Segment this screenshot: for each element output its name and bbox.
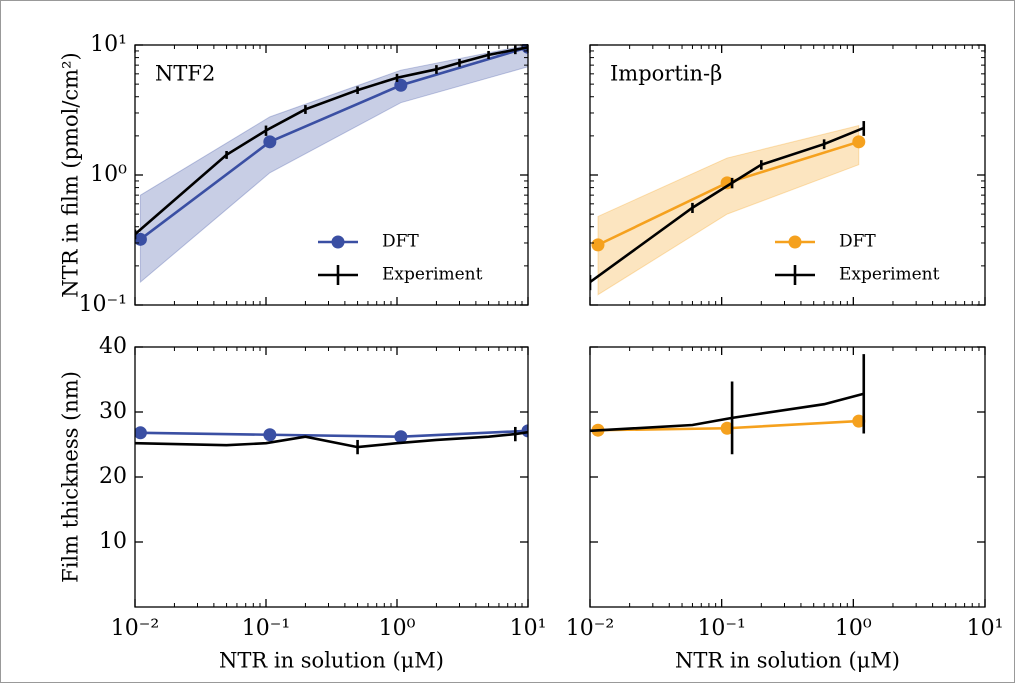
series-line	[139, 46, 528, 241]
x-tick-label: 10⁻¹	[242, 616, 290, 641]
panel-title: NTF2	[155, 62, 215, 86]
marker	[394, 430, 408, 444]
x-tick-label: 10¹	[967, 616, 1004, 641]
axes-frame	[589, 346, 986, 608]
y-tick-label: 10⁻¹	[79, 292, 127, 317]
plot-area	[590, 354, 866, 455]
plot-area	[135, 424, 528, 455]
legend-marker	[331, 235, 345, 249]
axes-frame	[589, 44, 986, 306]
y-axis-label: Film thickness (nm)	[59, 371, 83, 583]
legend-label: Experiment	[839, 265, 940, 285]
series-line	[590, 126, 865, 284]
legend-label: Experiment	[382, 265, 483, 285]
series-line	[135, 430, 528, 449]
legend-label: DFT	[382, 232, 419, 252]
band	[597, 124, 860, 296]
x-tick-label: 10⁻²	[566, 616, 614, 641]
x-axis-label: NTR in solution (μM)	[219, 649, 444, 673]
y-tick-label: 10	[99, 529, 127, 554]
panel-title: Importin-β	[610, 62, 722, 86]
plot-area	[590, 121, 866, 296]
marker	[852, 135, 866, 149]
y-tick-label: 40	[99, 334, 127, 359]
y-tick-label: 10¹	[90, 32, 127, 57]
marker	[720, 176, 734, 190]
marker	[394, 78, 408, 92]
series-line	[140, 429, 528, 439]
marker	[135, 426, 147, 440]
marker	[852, 414, 866, 428]
x-tick-label: 10⁻²	[111, 616, 159, 641]
y-axis-label: NTR in film (pmol/cm²)	[59, 52, 83, 297]
legend-label: DFT	[839, 232, 876, 252]
legend-marker	[788, 235, 802, 249]
x-tick-label: 10⁰	[835, 616, 872, 641]
x-tick-label: 10¹	[510, 616, 547, 641]
x-tick-label: 10⁰	[379, 616, 416, 641]
y-tick-label: 30	[99, 399, 127, 424]
axes-frame	[134, 346, 529, 608]
y-tick-label: 20	[99, 464, 127, 489]
marker	[720, 421, 734, 435]
marker	[591, 238, 605, 252]
axes-frame	[134, 44, 529, 306]
plot-area	[135, 44, 528, 284]
x-axis-label: NTR in solution (μM)	[675, 649, 900, 673]
marker	[263, 135, 277, 149]
marker	[263, 428, 277, 442]
x-tick-label: 10⁻¹	[697, 616, 745, 641]
y-tick-label: 10⁰	[90, 162, 127, 187]
